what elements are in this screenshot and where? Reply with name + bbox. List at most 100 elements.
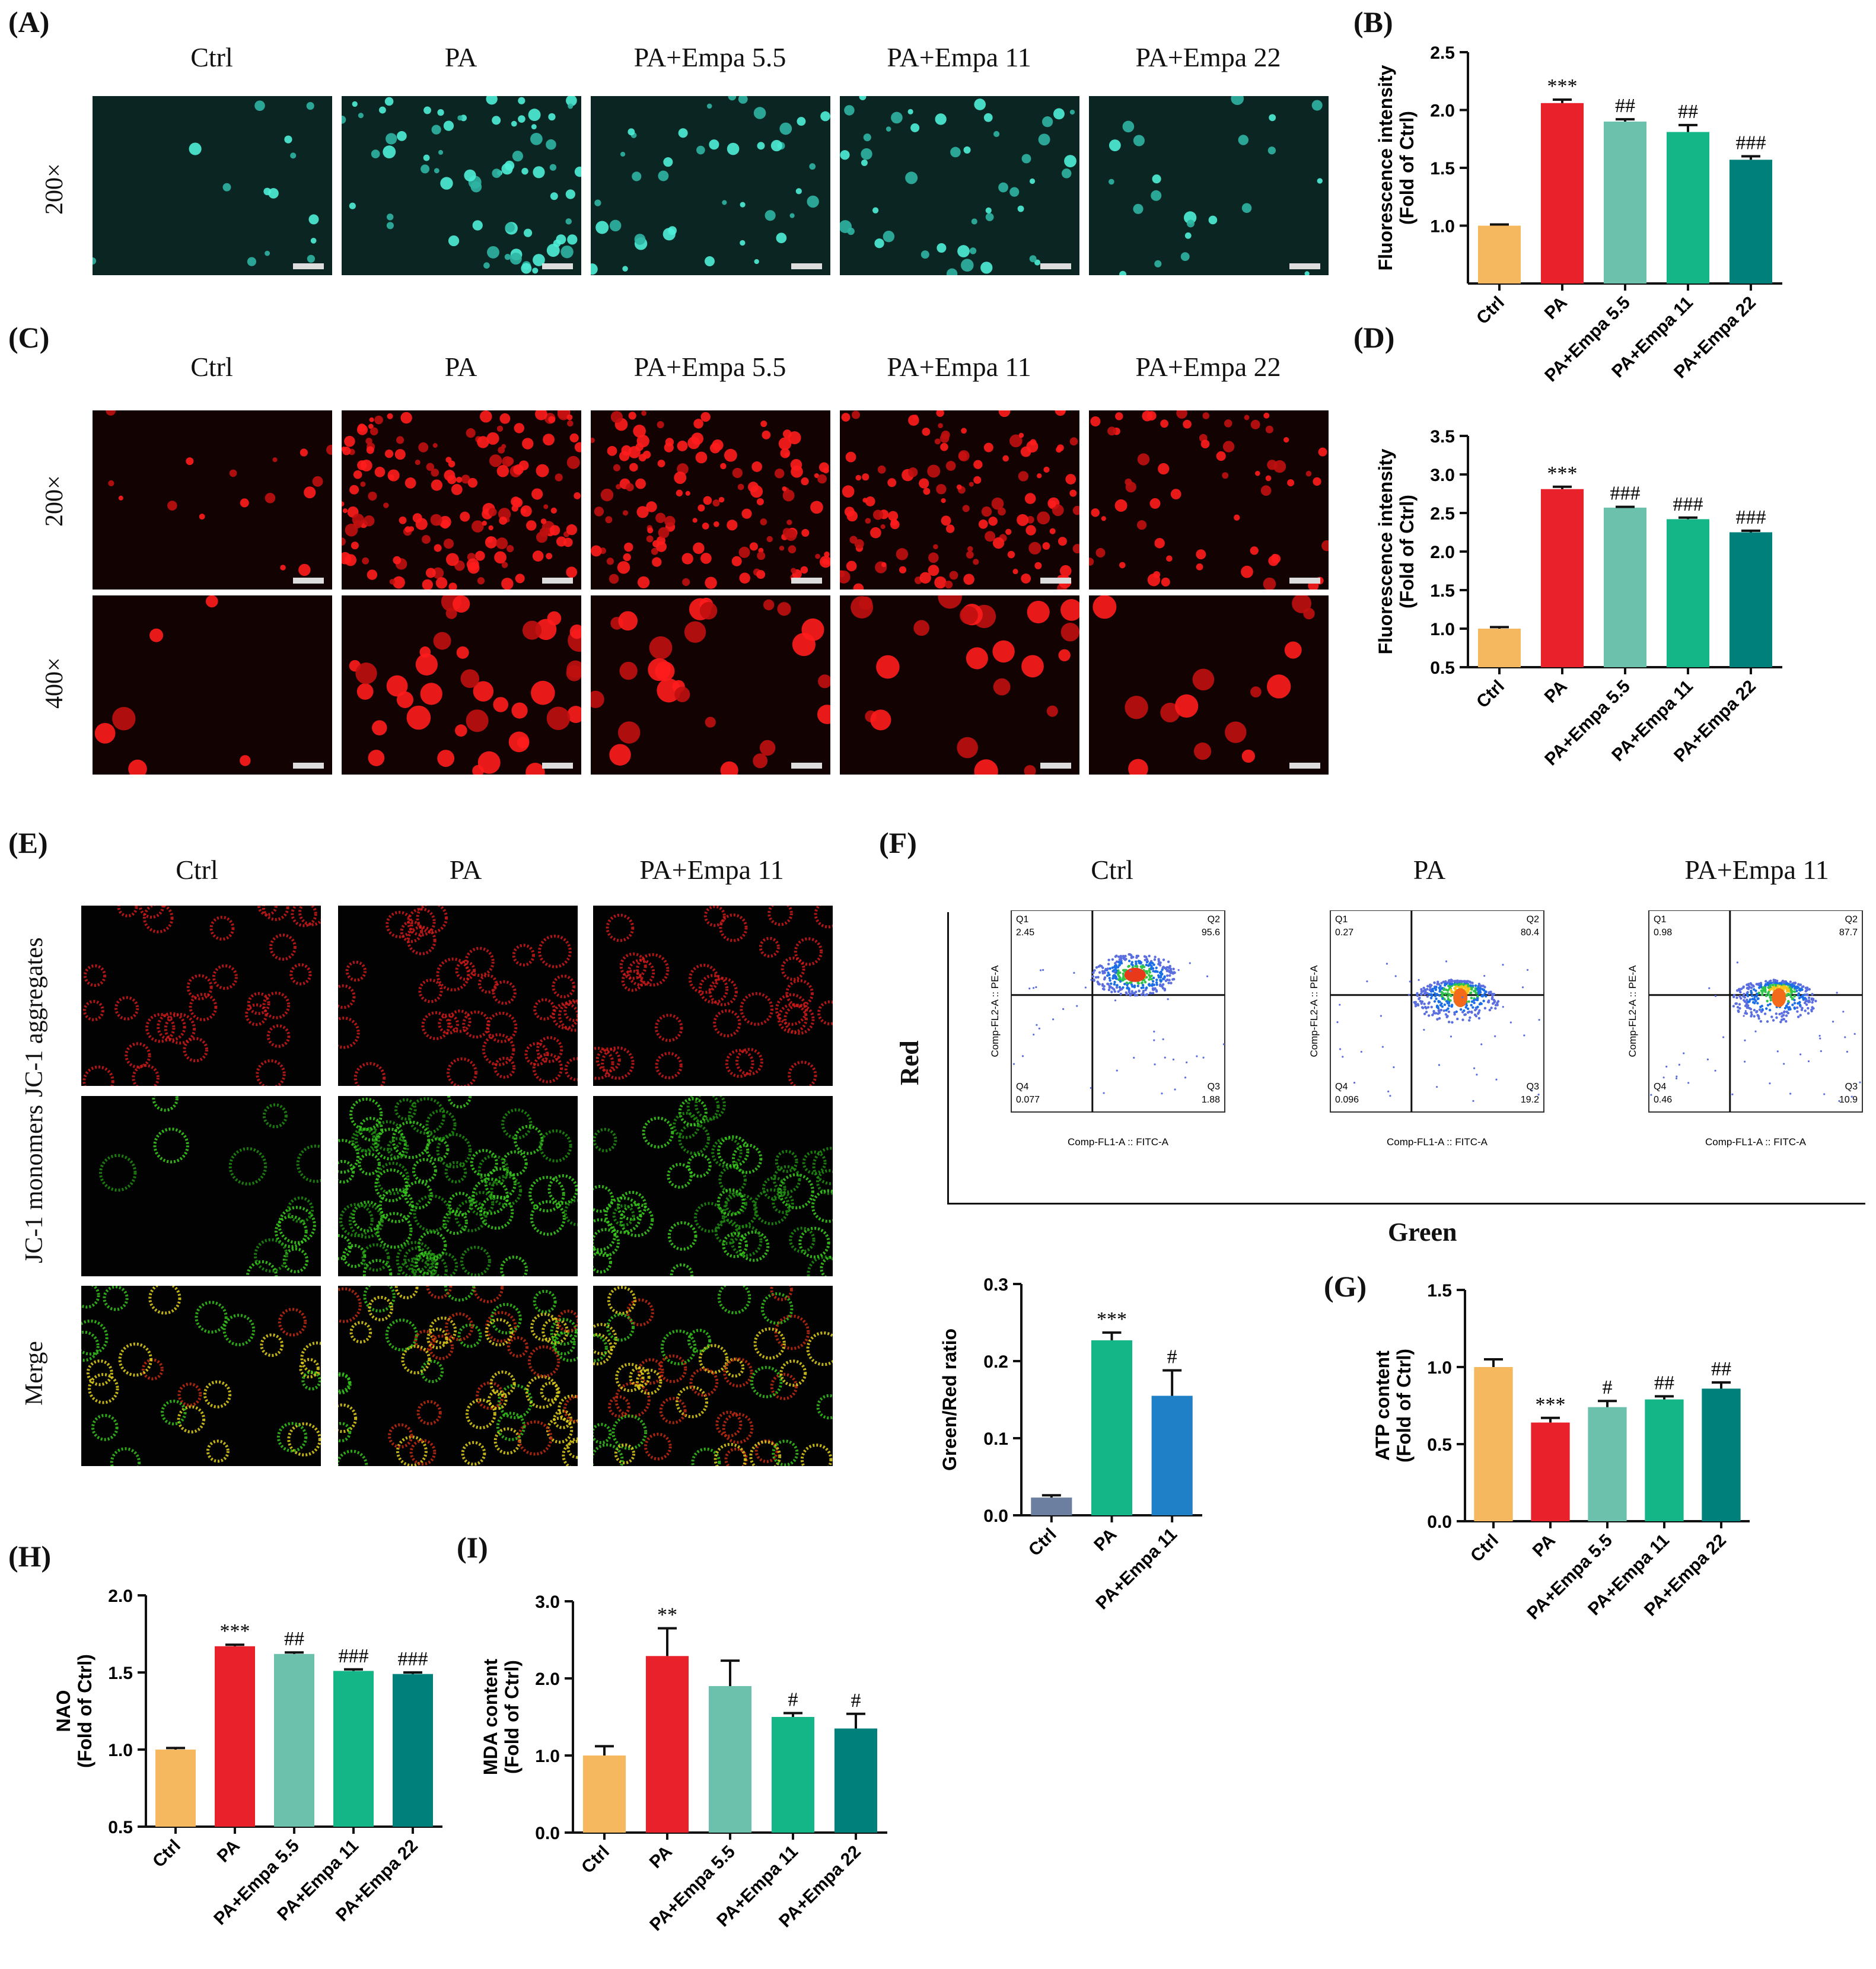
- category-label: Ctrl: [1473, 677, 1508, 712]
- bar: [1477, 629, 1521, 667]
- microscopy-image-e-aggregates: [593, 906, 833, 1086]
- microscopy-image-c-200x: [591, 410, 830, 590]
- y-tick-label: 1.0: [1427, 1358, 1452, 1378]
- significance-label: ###: [1610, 483, 1641, 505]
- column-label: PA+Empa 11: [887, 42, 1031, 72]
- flow-dot-plot: Q1 0.27 Q2 80.4 Q3 19.2 Q4 0.096 Comp-FL1-A :: F…: [1307, 910, 1556, 1165]
- y-tick-label: 3.0: [1430, 466, 1455, 485]
- bar: [1729, 160, 1773, 283]
- microscopy-image-e-monomers: [338, 1096, 578, 1276]
- flow-y-axis-label: Red: [895, 1040, 924, 1085]
- panel-label-g: (G): [1324, 1270, 1367, 1303]
- significance-label: ***: [1536, 1394, 1566, 1416]
- significance-label: #: [1603, 1377, 1613, 1398]
- quadrant-name: Q2: [1527, 915, 1539, 925]
- bar: [1603, 507, 1647, 667]
- row-label: Merge: [21, 1341, 48, 1406]
- category-label: Ctrl: [149, 1836, 184, 1872]
- microscopy-image-e-merge: [338, 1286, 578, 1466]
- flow-inner-ylabel: Comp-FL2-A :: PE-A: [1627, 965, 1638, 1057]
- bar: [708, 1686, 752, 1833]
- quadrant-name: Q1: [1654, 915, 1666, 925]
- column-label: PA+Empa 11: [1684, 855, 1829, 885]
- scale-bar: [1289, 263, 1320, 269]
- quadrant-name: Q1: [1335, 915, 1348, 925]
- y-axis-label: ATP content: [1372, 1350, 1393, 1461]
- column-label: Ctrl: [190, 352, 233, 382]
- bar: [771, 1717, 815, 1833]
- y-tick-label: 0.3: [983, 1275, 1008, 1295]
- y-axis-label: (Fold of Ctrl): [1396, 495, 1418, 608]
- panel-label-b: (B): [1353, 5, 1393, 39]
- y-tick-label: 1.5: [1427, 1281, 1452, 1301]
- bar: [645, 1656, 689, 1833]
- bar-chart-h: 0.5 1.0 1.5 2.0 NAO (Fold of Ctrl) Ctrl *** PA ##…: [45, 1572, 454, 1963]
- y-tick-label: 0.0: [1427, 1512, 1452, 1532]
- significance-label: #: [851, 1690, 861, 1712]
- bar: [1531, 1422, 1570, 1521]
- scale-bar: [1289, 763, 1320, 769]
- flow-dot-plot: Q1 0.98 Q2 87.7 Q3 10.9 Q4 0.46 Comp-FL1-A :: FI…: [1625, 910, 1874, 1165]
- scale-bar: [293, 763, 324, 769]
- bar: [155, 1750, 196, 1827]
- significance-label: ###: [1673, 493, 1703, 515]
- bar-chart-b: 1.0 1.5 2.0 2.5 Fluorescence intensity (Fold …: [1367, 28, 1794, 420]
- category-label: Ctrl: [1025, 1525, 1060, 1560]
- quadrant-percent: 87.7: [1839, 928, 1858, 938]
- column-label: PA+Empa 5.5: [633, 352, 786, 382]
- microscopy-image-c-400x: [840, 595, 1079, 775]
- y-tick-label: 1.0: [1430, 620, 1455, 639]
- y-tick-label: 2.0: [535, 1669, 560, 1689]
- bar: [1645, 1399, 1684, 1521]
- scale-bar: [542, 578, 573, 584]
- y-axis-label: Green/Red ratio: [939, 1328, 960, 1471]
- quadrant-name: Q4: [1016, 1082, 1028, 1092]
- column-label: PA: [1413, 855, 1446, 885]
- bar: [1474, 1367, 1513, 1521]
- bar: [393, 1674, 433, 1827]
- significance-label: ###: [1736, 506, 1766, 528]
- column-label: PA+Empa 11: [639, 855, 784, 885]
- quadrant-name: Q3: [1527, 1082, 1539, 1092]
- significance-label: ###: [1736, 132, 1766, 154]
- bar: [1031, 1498, 1072, 1515]
- significance-label: ##: [1654, 1372, 1674, 1394]
- scale-bar: [542, 763, 573, 769]
- column-label: Ctrl: [176, 855, 218, 885]
- bar: [1666, 519, 1710, 667]
- scale-bar: [1040, 763, 1071, 769]
- y-tick-label: 1.0: [535, 1747, 560, 1766]
- category-label: PA: [1541, 677, 1571, 707]
- quadrant-percent: 19.2: [1521, 1095, 1539, 1105]
- significance-label: ***: [220, 1620, 250, 1642]
- bar: [1666, 132, 1710, 283]
- flow-inner-ylabel: Comp-FL2-A :: PE-A: [1308, 965, 1320, 1057]
- category-label: PA: [214, 1836, 244, 1866]
- row-label: 200×: [41, 475, 68, 527]
- significance-label: #: [1167, 1346, 1177, 1368]
- quadrant-percent: 0.46: [1654, 1095, 1672, 1105]
- bar: [1603, 122, 1647, 283]
- microscopy-image-c-200x: [342, 410, 581, 590]
- microscopy-image-e-aggregates: [338, 906, 578, 1086]
- bar: [1702, 1388, 1741, 1521]
- category-label: PA: [1529, 1531, 1559, 1561]
- microscopy-image-c-400x: [1089, 595, 1329, 775]
- y-axis-label: (Fold of Ctrl): [74, 1654, 95, 1768]
- quadrant-percent: 1.88: [1202, 1095, 1220, 1105]
- bar-chart-f: 0.0 0.1 0.2 0.3 Green/Red ratio Ctrl *** PA # PA+…: [921, 1260, 1214, 1652]
- flow-dot-plot: Q1 2.45 Q2 95.6 Q3 1.88 Q4 0.077 Comp-FL1-A :: F…: [988, 910, 1237, 1165]
- microscopy-image-e-aggregates: [81, 906, 321, 1086]
- y-tick-label: 0.5: [1430, 658, 1455, 678]
- quadrant-percent: 0.077: [1016, 1095, 1040, 1105]
- y-tick-label: 1.0: [108, 1741, 133, 1760]
- row-label: JC-1 monomers: [21, 1104, 48, 1263]
- quadrant-percent: 0.27: [1335, 928, 1353, 938]
- microscopy-image-e-merge: [81, 1286, 321, 1466]
- bar: [834, 1728, 878, 1833]
- scale-bar: [293, 578, 324, 584]
- y-tick-label: 0.5: [1427, 1435, 1452, 1455]
- y-axis-label: Fluorescence intensity: [1375, 448, 1396, 654]
- flow-inner-xlabel: Comp-FL1-A :: FITC-A: [1387, 1136, 1488, 1148]
- bar: [1477, 225, 1521, 283]
